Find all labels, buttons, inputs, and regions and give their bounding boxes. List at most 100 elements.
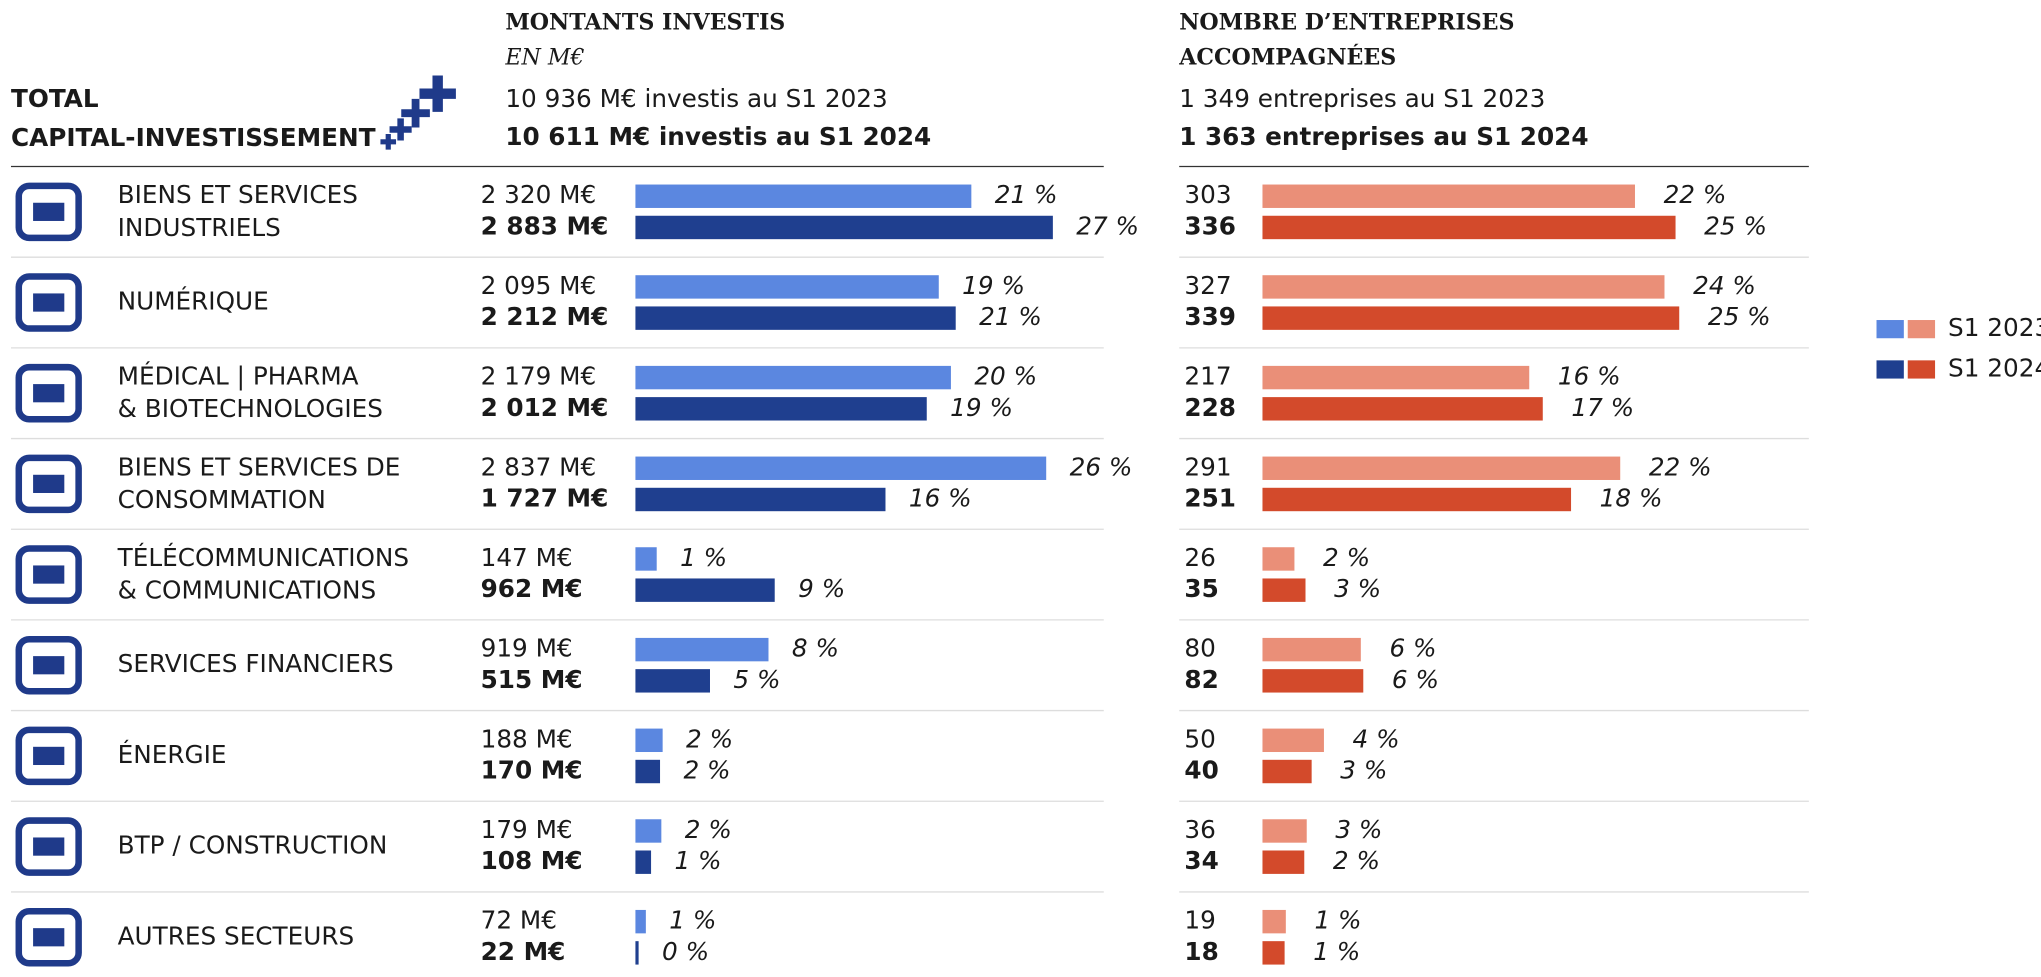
- company-value: 251: [1184, 483, 1236, 512]
- sector-icon: [33, 293, 65, 312]
- sector-icon: [15, 273, 82, 332]
- main-title: CAPITAL-INVESTISSEMENT: [11, 123, 376, 152]
- companies-total: 1 349 entreprises au S1 2023: [1179, 84, 1545, 113]
- company-share: 3 %: [1335, 815, 1382, 844]
- sector-icon: [33, 746, 65, 766]
- invest-bar: [635, 578, 775, 602]
- sector-icon: [15, 363, 82, 423]
- company-share: 1 %: [1313, 937, 1360, 966]
- company-bar: [1262, 306, 1680, 330]
- sector-icon: [33, 928, 65, 947]
- companies-title: NOMBRE D’ENTREPRISES: [1179, 9, 1514, 35]
- company-bar: [1262, 397, 1543, 421]
- invest-share: 5 %: [733, 665, 780, 694]
- invest-bar: [635, 397, 927, 421]
- sector-icon: [33, 202, 65, 221]
- sector-label: BIENS ET SERVICES: [118, 180, 358, 209]
- main-title: TOTAL: [11, 84, 99, 113]
- invest-share: 27 %: [1076, 211, 1139, 240]
- invest-value: 2 012 M€: [481, 393, 609, 422]
- company-share: 25 %: [1704, 211, 1767, 240]
- company-bar: [1262, 819, 1307, 843]
- invest-value: 2 320 M€: [481, 180, 597, 209]
- company-value: 36: [1184, 815, 1215, 844]
- company-bar: [1262, 759, 1312, 784]
- sector-icon: [33, 474, 65, 493]
- invest-value: 919 M€: [481, 634, 573, 663]
- invest-bar: [635, 759, 661, 784]
- invest-bar: [635, 184, 972, 208]
- invest-value: 1 727 M€: [481, 483, 609, 512]
- sector-icon: [15, 907, 82, 967]
- invest-share: 21 %: [995, 180, 1058, 209]
- sector-label: TÉLÉCOMMUNICATIONS: [117, 543, 409, 572]
- invest-bar: [635, 547, 657, 571]
- sector-icon: [33, 656, 65, 675]
- legend-swatch: [1876, 320, 1904, 339]
- invest-value: 2 883 M€: [481, 211, 609, 240]
- invest-total: 10 611 M€ investis au S1 2024: [505, 122, 931, 151]
- legend-swatch: [1907, 360, 1936, 379]
- company-bar: [1262, 909, 1286, 934]
- company-bar: [1262, 184, 1635, 208]
- invest-bar: [635, 365, 951, 390]
- company-value: 303: [1184, 180, 1231, 209]
- invest-share: 19 %: [950, 393, 1013, 422]
- company-value: 19: [1184, 906, 1215, 935]
- invest-share: 19 %: [962, 271, 1025, 300]
- invest-bar: [635, 819, 662, 843]
- invest-value: 2 179 M€: [481, 362, 597, 391]
- company-bar: [1262, 728, 1324, 753]
- invest-share: 2 %: [683, 756, 730, 785]
- legend-swatch: [1907, 320, 1936, 339]
- sector-icon: [33, 384, 65, 403]
- sector-label: NUMÉRIQUE: [118, 287, 269, 316]
- invest-bar: [635, 850, 652, 874]
- legend-swatch: [1876, 360, 1904, 379]
- company-share: 3 %: [1334, 574, 1381, 603]
- company-bar: [1262, 365, 1530, 390]
- company-bar: [1262, 850, 1305, 874]
- invest-value: 22 M€: [481, 937, 566, 966]
- invest-bar: [635, 456, 1047, 480]
- invest-share: 9 %: [798, 574, 845, 603]
- invest-bar: [635, 306, 956, 330]
- sector-label: INDUSTRIELS: [118, 213, 281, 242]
- company-bar: [1262, 547, 1295, 571]
- invest-bar: [635, 487, 886, 512]
- sector-label: SERVICES FINANCIERS: [118, 649, 394, 678]
- company-share: 2 %: [1333, 846, 1380, 875]
- company-share: 2 %: [1323, 543, 1370, 572]
- company-share: 6 %: [1392, 665, 1439, 694]
- invest-bar: [635, 215, 1053, 240]
- company-share: 3 %: [1340, 756, 1387, 785]
- company-value: 35: [1184, 574, 1218, 603]
- company-bar: [1262, 941, 1285, 965]
- company-share: 17 %: [1571, 393, 1634, 422]
- sector-label: BTP / CONSTRUCTION: [118, 831, 388, 860]
- invest-share: 21 %: [979, 302, 1042, 331]
- company-bar: [1262, 215, 1676, 240]
- company-share: 22 %: [1664, 180, 1727, 209]
- legend-label: S1 2024: [1948, 353, 2041, 382]
- company-share: 6 %: [1389, 634, 1436, 663]
- company-share: 22 %: [1649, 452, 1712, 481]
- invest-subtitle: EN M€: [504, 45, 584, 71]
- invest-value: 2 095 M€: [481, 271, 597, 300]
- invest-value: 515 M€: [481, 665, 583, 694]
- sector-icon: [15, 726, 82, 786]
- invest-value: 170 M€: [481, 756, 583, 785]
- company-share: 18 %: [1600, 483, 1663, 512]
- company-share: 4 %: [1353, 724, 1400, 753]
- company-bar: [1262, 637, 1361, 662]
- sector-icon: [33, 837, 65, 856]
- companies-title: ACCOMPAGNÉES: [1178, 44, 1396, 71]
- company-value: 291: [1184, 452, 1231, 481]
- plus-icon: [380, 75, 456, 150]
- invest-share: 1 %: [669, 906, 716, 935]
- invest-value: 2 837 M€: [481, 452, 597, 481]
- company-value: 228: [1184, 393, 1236, 422]
- sector-icon: [15, 182, 82, 242]
- invest-bar: [635, 669, 710, 693]
